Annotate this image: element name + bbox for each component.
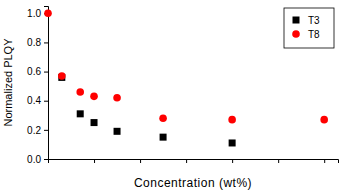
point: [44, 9, 52, 17]
y-tick-label: 0.4: [27, 95, 41, 106]
x-tick: [232, 159, 233, 163]
legend-label: T8: [308, 29, 320, 40]
plot: 0.0 0.2 0.4 0.6 0.8 1.0: [27, 7, 338, 165]
point: [229, 139, 236, 146]
point: [77, 110, 84, 117]
y-tick: 0.8: [27, 37, 48, 48]
y-tick-mark: [44, 72, 48, 73]
x-tick: [278, 159, 279, 163]
legend-box: [284, 8, 334, 48]
y-tick-label: 0.2: [27, 125, 41, 136]
y-tick-label: 0.6: [27, 66, 41, 77]
y-tick-mark: [44, 42, 48, 43]
point: [160, 134, 167, 141]
x-tick-mark: [324, 159, 325, 163]
point: [114, 128, 121, 135]
y-axis-line: [44, 7, 49, 160]
x-axis-line: [49, 160, 339, 164]
legend-marker: [292, 30, 300, 38]
y-tick-mark: [44, 101, 48, 102]
x-tick-mark: [232, 159, 233, 163]
series-t3: [58, 74, 235, 147]
y-tick: 0.6: [27, 66, 48, 77]
x-tick: [140, 159, 141, 163]
x-tick-mark: [186, 159, 187, 163]
point: [91, 119, 98, 126]
x-axis-title: Concentration (wt%): [134, 176, 252, 190]
y-axis-title: Normalized PLQY: [2, 38, 14, 127]
y-tick: 0.2: [27, 125, 48, 136]
chart: 0.0 0.2 0.4 0.6 0.8 1.0 Concentration (wt%) Nor…: [0, 0, 346, 195]
point: [76, 88, 84, 96]
y-tick: 0.4: [27, 95, 48, 106]
x-tick-mark: [94, 159, 95, 163]
legend-marker: [293, 17, 300, 24]
point: [113, 94, 121, 102]
y-axis: 0.0 0.2 0.4 0.6 0.8 1.0: [27, 7, 48, 165]
legend-label: T3: [308, 15, 320, 26]
point: [228, 116, 236, 124]
x-tick-mark: [278, 159, 279, 163]
point: [58, 72, 66, 80]
x-tick-mark: [140, 159, 141, 163]
x-axis: [49, 159, 339, 163]
point: [159, 114, 167, 122]
y-tick-label: 0.8: [27, 37, 41, 48]
y-tick-mark: [44, 159, 48, 160]
y-tick-label: 0.0: [27, 154, 41, 165]
x-tick: [186, 159, 187, 163]
x-tick: [94, 159, 95, 163]
point: [320, 116, 328, 124]
y-tick-mark: [44, 130, 48, 131]
y-tick-label: 1.0: [27, 8, 41, 19]
y-tick: 0.0: [27, 154, 48, 165]
point: [90, 93, 98, 101]
legend: T3T8: [284, 8, 334, 48]
x-tick: [324, 159, 325, 163]
